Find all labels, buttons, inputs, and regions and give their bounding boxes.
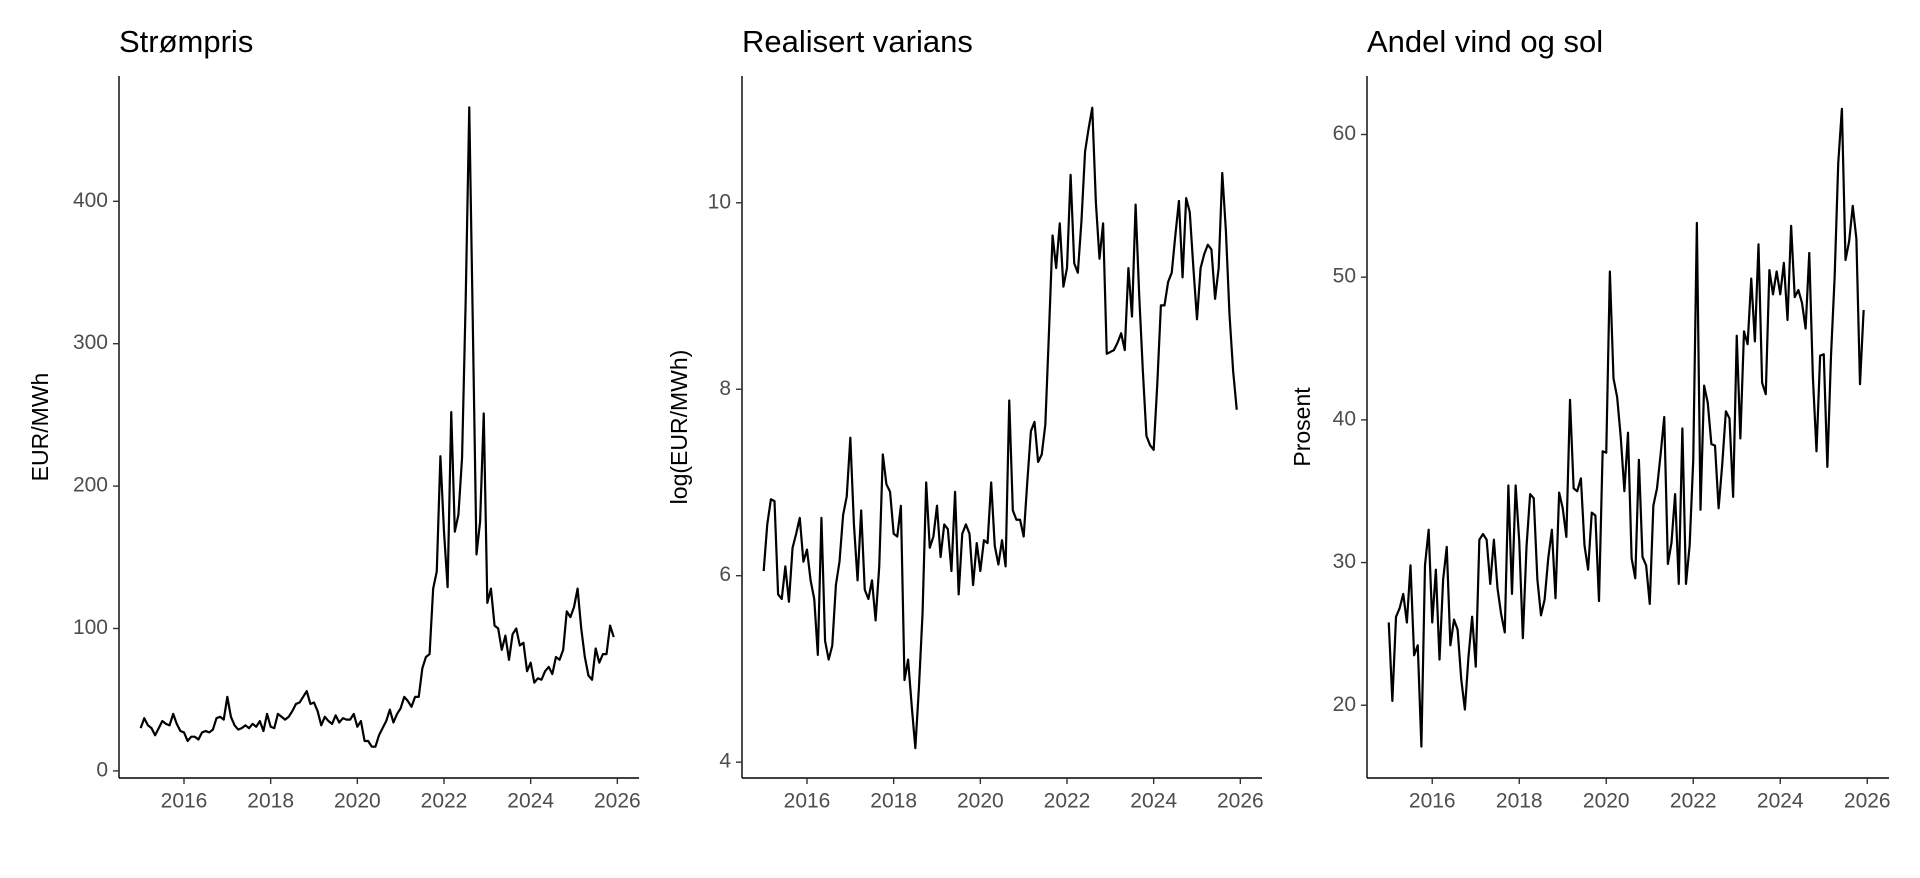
x-tick-label: 2020 [334,790,381,813]
y-tick-label: 20 [1333,693,1356,716]
x-tick-label: 2016 [784,790,831,813]
x-tick-label: 2026 [594,790,641,813]
x-tick-label: 2024 [1130,790,1177,813]
x-tick-label: 2016 [161,790,208,813]
y-axis-title: log(EUR/MWh) [666,350,692,505]
x-tick-label: 2026 [1217,790,1264,813]
y-tick-label: 60 [1333,122,1356,145]
x-tick-label: 2018 [1496,790,1543,813]
chart-title: Realisert varians [742,24,973,59]
y-tick-label: 8 [719,377,731,400]
y-tick-label: 10 [708,190,731,213]
y-tick-label: 400 [73,189,108,212]
y-tick-label: 200 [73,474,108,497]
x-tick-label: 2022 [1044,790,1091,813]
y-tick-label: 30 [1333,550,1356,573]
x-tick-label: 2022 [1670,790,1717,813]
y-tick-label: 4 [719,750,731,773]
x-tick-label: 2018 [870,790,917,813]
x-tick-label: 2024 [507,790,554,813]
data-line [762,106,1238,750]
chart-title: Strømpris [119,24,253,59]
y-axis-title: EUR/MWh [27,373,53,482]
chart-title: Andel vind og sol [1367,24,1603,59]
data-line [139,106,615,748]
x-tick-label: 2016 [1409,790,1456,813]
data-line [1387,107,1865,748]
y-tick-label: 40 [1333,407,1356,430]
y-tick-label: 300 [73,331,108,354]
y-axis-title: Prosent [1289,387,1315,467]
x-tick-label: 2020 [1583,790,1630,813]
x-tick-label: 2020 [957,790,1004,813]
y-tick-label: 6 [719,563,731,586]
x-tick-label: 2022 [421,790,468,813]
y-tick-label: 100 [73,616,108,639]
x-tick-label: 2024 [1757,790,1804,813]
y-tick-label: 50 [1333,265,1356,288]
x-tick-label: 2026 [1844,790,1891,813]
x-tick-label: 2018 [247,790,294,813]
y-tick-label: 0 [96,758,108,781]
